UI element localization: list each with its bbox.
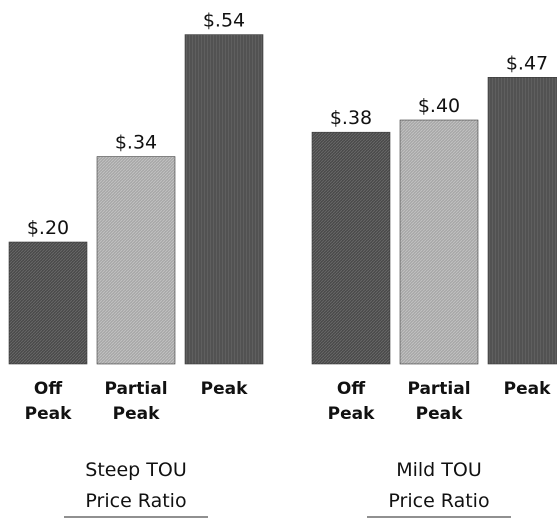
bar-2-2 (399, 119, 479, 365)
group-label: Mild TOU (396, 459, 482, 481)
bar-1-3 (184, 34, 264, 365)
category-label: Peak (504, 379, 551, 399)
bar-2-1 (311, 131, 391, 365)
category-label: Partial (407, 379, 470, 399)
group-label: Price Ratio (388, 490, 489, 512)
bar-value-label: $.38 (330, 107, 372, 129)
category-label: Peak (201, 379, 248, 399)
bar-1-1 (8, 241, 88, 365)
bar-value-label: $.34 (115, 132, 157, 154)
bar-value-label: $.40 (418, 95, 460, 117)
bar-value-label: $.54 (203, 10, 245, 32)
bar-value-label: $.47 (506, 52, 548, 74)
category-label: Off (337, 379, 365, 399)
group-label: Price Ratio (85, 490, 186, 512)
category-label: Peak (25, 404, 72, 424)
bar-2-3 (487, 77, 557, 365)
plot-area: $.20 Off Peak $.34 Partial Peak $.54 Peak Steep … (8, 10, 557, 518)
category-label: Peak (328, 404, 375, 424)
bar-1-2 (96, 156, 176, 365)
group-label: Steep TOU (85, 459, 186, 481)
category-label: Peak (113, 404, 160, 424)
bar-value-label: $.20 (27, 217, 69, 239)
category-label: Partial (104, 379, 167, 399)
category-label: Off (34, 379, 62, 399)
category-label: Peak (416, 404, 463, 424)
